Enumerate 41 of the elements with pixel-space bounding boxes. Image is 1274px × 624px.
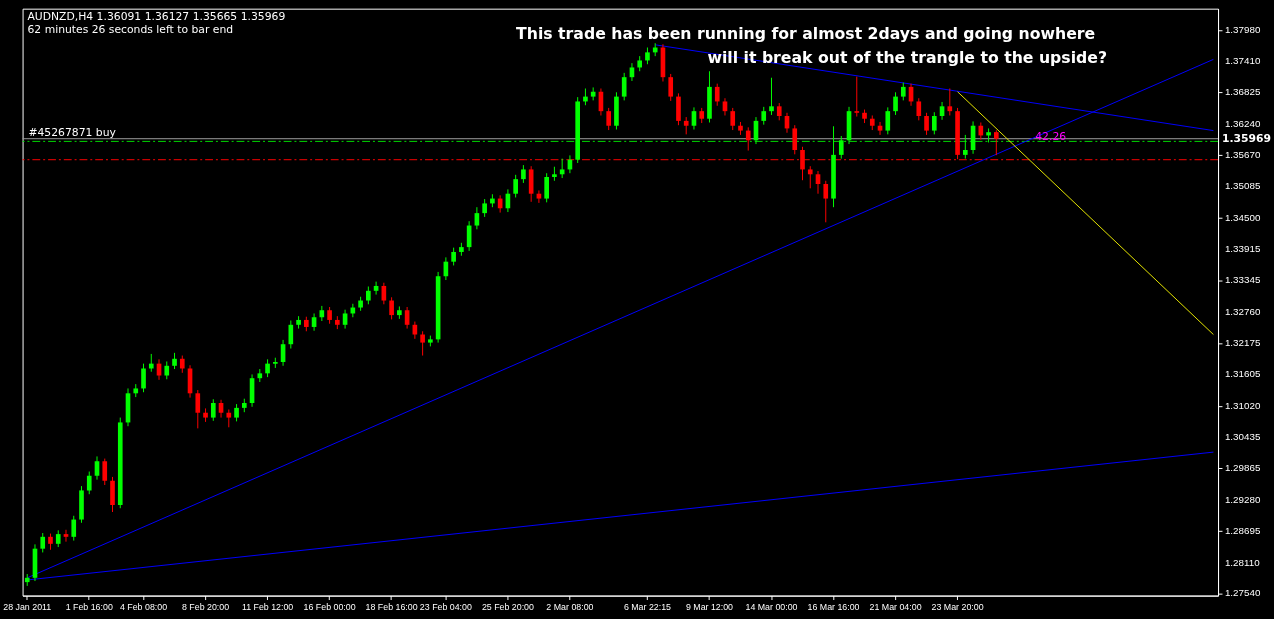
x-tick-label: 1 Feb 16:00 (65, 601, 113, 612)
x-tick-label: 28 Jan 2011 (3, 601, 52, 612)
x-tick-label: 2 Mar 08:00 (546, 601, 594, 612)
y-tick-label: 1.35085 (1224, 180, 1261, 192)
x-tick-label: 8 Feb 20:00 (181, 601, 230, 612)
y-tick-label: 1.28110 (1224, 556, 1261, 568)
chart-title: AUDNZD,H4 1.36091 1.36127 1.35665 1.35969 (27, 10, 286, 24)
x-tick-label: 21 Mar 04:00 (869, 601, 922, 612)
y-tick-label: 1.33915 (1224, 243, 1261, 255)
x-tick-label: 16 Feb 00:00 (303, 601, 356, 612)
x-tick-label: 4 Feb 08:00 (119, 601, 168, 612)
y-tick-label: 1.32760 (1224, 305, 1261, 317)
y-tick-label: 1.27540 (1224, 587, 1261, 599)
x-tick-label: 9 Mar 12:00 (685, 601, 734, 612)
y-tick-label: 1.36240 (1224, 118, 1261, 130)
x-tick-label: 25 Feb 20:00 (481, 601, 534, 612)
y-tick-label: 1.37410 (1224, 54, 1261, 66)
y-tick-label: 1.34500 (1224, 211, 1261, 223)
y-tick-label: 1.30435 (1224, 431, 1261, 443)
ref-line-label: #45267871 buy (28, 126, 117, 140)
x-tick-label: 14 Mar 00:00 (745, 601, 798, 612)
y-tick-label: 1.35670 (1224, 148, 1261, 160)
x-tick-label: 6 Mar 22:15 (623, 601, 672, 612)
y-tick-label: 1.31605 (1224, 368, 1261, 380)
x-tick-label: 18 Feb 16:00 (365, 601, 418, 612)
x-tick-label: 23 Mar 20:00 (931, 601, 984, 612)
ref-line-label: 1.35969 (1221, 131, 1272, 145)
x-tick-label: 16 Mar 16:00 (807, 601, 860, 612)
y-tick-label: 1.31020 (1224, 399, 1261, 411)
y-tick-label: 1.32175 (1224, 337, 1261, 349)
y-tick-label: 1.33345 (1224, 274, 1261, 286)
x-tick-label: 11 Feb 12:00 (241, 601, 294, 612)
y-tick-label: 1.28695 (1224, 525, 1261, 537)
annotation: This trade has been running for almost 2days and going nowhere (516, 24, 1096, 44)
x-tick-label: 23 Feb 04:00 (419, 601, 472, 612)
y-tick-label: 1.36825 (1224, 86, 1261, 98)
y-tick-label: 1.29865 (1224, 461, 1261, 473)
y-tick-label: 1.29280 (1224, 493, 1261, 505)
y-tick-label: 1.37980 (1224, 24, 1261, 36)
text: 62 minutes 26 seconds left to bar end (27, 23, 234, 37)
annotation: 42.26 (1035, 130, 1067, 144)
